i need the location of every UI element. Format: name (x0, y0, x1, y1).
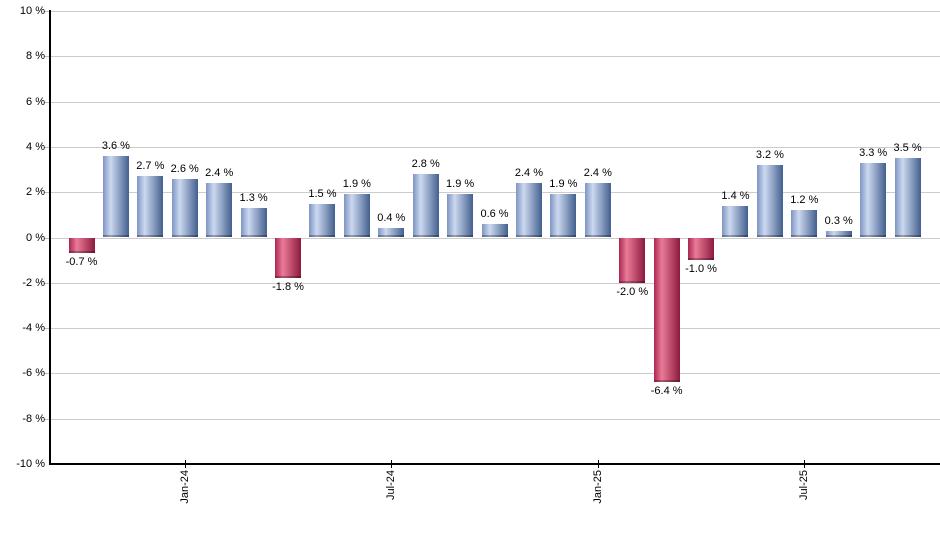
y-axis-label: -6 % (22, 367, 45, 380)
positive-bar (515, 183, 542, 238)
bar-value-label: 3.6 % (101, 139, 130, 152)
y-axis (49, 10, 51, 465)
y-axis-tick (44, 373, 49, 375)
positive-bar (206, 183, 233, 238)
negative-bar (68, 237, 95, 254)
positive-bar (171, 178, 198, 238)
positive-bar (412, 174, 439, 238)
negative-bar (619, 237, 646, 284)
y-axis-label: 10 % (19, 5, 45, 17)
positive-bar (894, 158, 921, 238)
positive-bar (309, 203, 336, 238)
bar-value-label: 1.9 % (446, 178, 475, 191)
bar-value-label: -6.4 % (650, 385, 683, 398)
x-axis-label: Jul-25 (798, 470, 811, 500)
bar-value-label: 0.6 % (480, 207, 509, 220)
y-axis-tick (44, 56, 49, 58)
y-axis-label: 4 % (26, 140, 45, 153)
y-axis-tick (44, 328, 49, 330)
bar-value-label: 0.3 % (824, 214, 853, 227)
bar-value-label: 2.6 % (170, 162, 199, 175)
negative-bar (688, 237, 715, 261)
bar-value-label: 3.5 % (893, 142, 922, 155)
positive-bar (722, 205, 749, 238)
bar-value-label: 2.8 % (411, 158, 440, 171)
positive-bar (240, 208, 267, 238)
bar-value-label: 1.5 % (308, 187, 337, 200)
x-axis-label: Jan-25 (591, 470, 604, 504)
positive-bar (378, 228, 405, 238)
bar-value-label: 3.2 % (755, 149, 784, 162)
grid-line (50, 146, 940, 148)
bar-value-label: 1.4 % (721, 189, 750, 202)
grid-line (50, 328, 940, 330)
x-axis (49, 463, 940, 465)
bar-value-label: 2.7 % (136, 160, 165, 173)
positive-bar (137, 176, 164, 238)
positive-bar (481, 223, 508, 238)
grid-line (50, 101, 940, 103)
bar-value-label: -1.8 % (272, 281, 304, 294)
bar-value-label: 1.9 % (549, 178, 578, 191)
positive-bar (343, 194, 370, 238)
grid-line (50, 11, 940, 12)
bar-value-label: 3.3 % (859, 146, 888, 159)
y-axis-label: 8 % (26, 50, 45, 63)
y-axis-label: 2 % (26, 186, 45, 199)
bar-value-label: 2.4 % (205, 167, 234, 180)
x-axis-label: Jul-24 (385, 470, 398, 500)
y-axis-tick (44, 192, 49, 194)
y-axis-tick (44, 282, 49, 284)
positive-bar (825, 230, 852, 238)
y-axis-tick (44, 11, 49, 12)
y-axis-tick (44, 101, 49, 103)
bar-value-label: 2.4 % (583, 167, 612, 180)
x-axis-label: Jan-24 (178, 470, 191, 504)
grid-line (50, 282, 940, 284)
y-axis-label: 6 % (26, 95, 45, 108)
y-axis-tick (44, 146, 49, 148)
grid-line (50, 56, 940, 58)
positive-bar (584, 183, 611, 238)
positive-bar (102, 155, 129, 238)
y-axis-label: -4 % (22, 322, 45, 335)
bar-value-label: -0.7 % (65, 256, 98, 269)
positive-bar (756, 165, 783, 238)
bar-value-label: 0.4 % (377, 212, 406, 225)
positive-bar (791, 210, 818, 238)
bar-value-label: 1.3 % (239, 192, 268, 205)
positive-bar (860, 162, 887, 238)
bar-value-label: 1.2 % (790, 194, 819, 207)
y-axis-label: -8 % (22, 412, 45, 425)
grid-line (50, 373, 940, 375)
y-axis-tick (44, 237, 49, 239)
grid-line (50, 237, 940, 239)
y-axis-label: 0 % (26, 231, 45, 244)
y-axis-label: -10 % (16, 458, 45, 470)
positive-bar (550, 194, 577, 238)
y-axis-label: -2 % (22, 276, 45, 289)
negative-bar (653, 237, 680, 383)
negative-bar (275, 237, 302, 279)
bar-value-label: -2.0 % (616, 285, 649, 298)
bar-value-label: -1.0 % (685, 263, 717, 276)
grid-line (50, 418, 940, 420)
grid-line (50, 192, 940, 194)
positive-bar (447, 194, 474, 238)
y-axis-tick (44, 418, 49, 420)
bar-value-label: 2.4 % (514, 167, 544, 180)
bar-value-label: 1.9 % (342, 178, 371, 191)
